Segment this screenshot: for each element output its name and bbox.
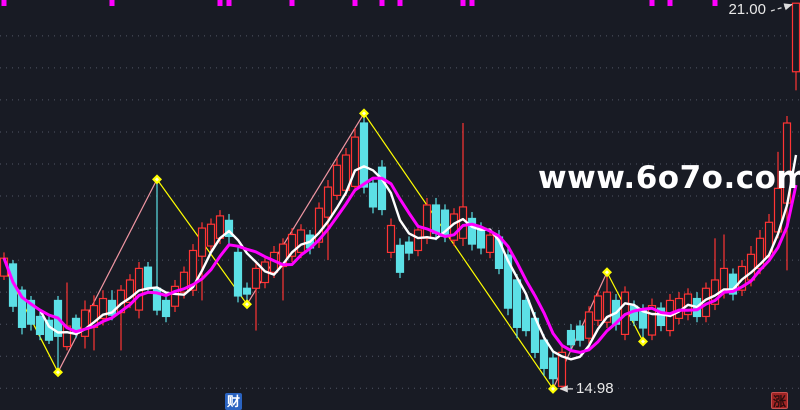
top-signal-markers xyxy=(1,0,718,6)
annotation-arrows xyxy=(559,3,793,393)
pivot-diamond-markers xyxy=(53,108,648,394)
watermark: www.6o7o.com xyxy=(538,160,800,196)
high-price-label: 21.00 xyxy=(728,1,766,18)
low-price-label: 14.98 xyxy=(576,380,614,397)
ma-short-line xyxy=(2,154,798,361)
grid-lines xyxy=(0,35,800,389)
zhang-badge[interactable]: 涨 xyxy=(771,392,788,409)
cai-badge[interactable]: 财 xyxy=(225,393,242,410)
ma-long-line xyxy=(2,176,798,354)
